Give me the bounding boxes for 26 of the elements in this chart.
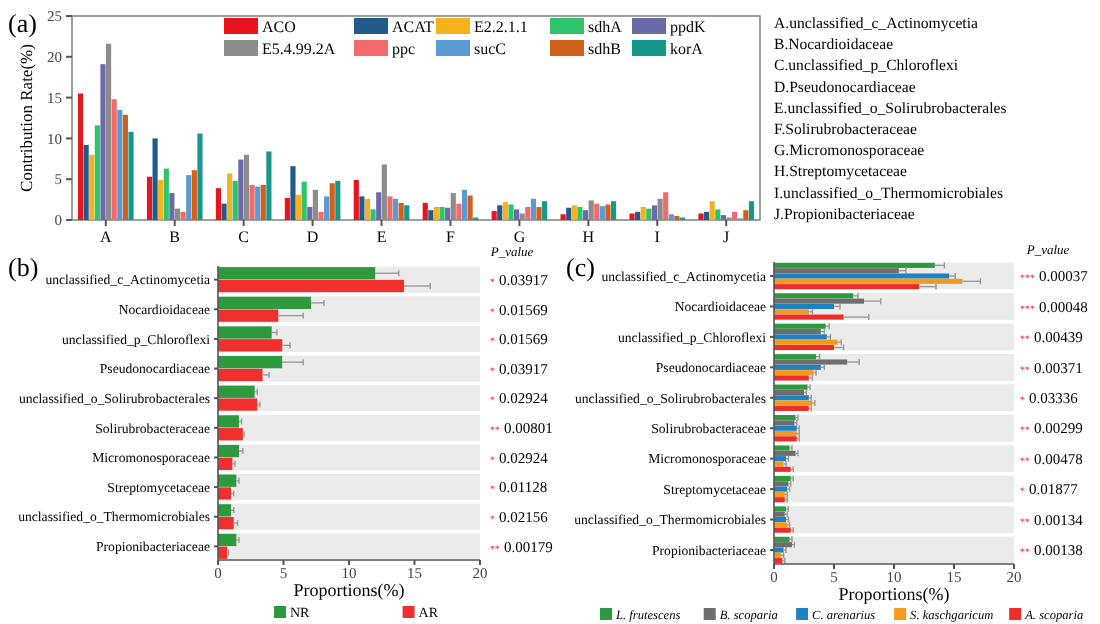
legend-label: korA — [670, 40, 704, 58]
legend-label: sucC — [474, 40, 506, 58]
legend-label: ppc — [392, 40, 416, 58]
chart-title: (a) — [8, 8, 37, 38]
legend-label: ppdK — [670, 18, 706, 36]
legend-label: sdhB — [588, 40, 621, 58]
legend-label: sdhA — [588, 18, 623, 36]
chart-title: (c) — [566, 252, 595, 282]
x-tick-label: B — [169, 228, 181, 246]
x-tick-label: A — [100, 228, 112, 246]
x-tick-label: C — [238, 228, 249, 246]
x-axis-title: Proportions(%) — [838, 584, 950, 604]
x-tick-label: F — [446, 228, 457, 246]
x-tick-label: J — [723, 228, 730, 246]
legend-label: E2.2.1.1 — [474, 18, 528, 36]
y-axis-title: Contribution Rate(%) — [16, 43, 36, 192]
x-tick-label: E — [376, 228, 387, 246]
x-axis-title: Proportions(%) — [293, 580, 405, 600]
x-tick-label: D — [306, 228, 319, 246]
x-tick-label: H — [582, 228, 595, 246]
x-tick-label: I — [654, 228, 661, 246]
chart-title: (b) — [8, 252, 39, 282]
x-tick-label: G — [513, 228, 526, 246]
legend-label: ACO — [262, 18, 297, 36]
legend-label: E5.4.99.2A — [262, 40, 336, 58]
legend-label: ACAT — [392, 18, 435, 36]
